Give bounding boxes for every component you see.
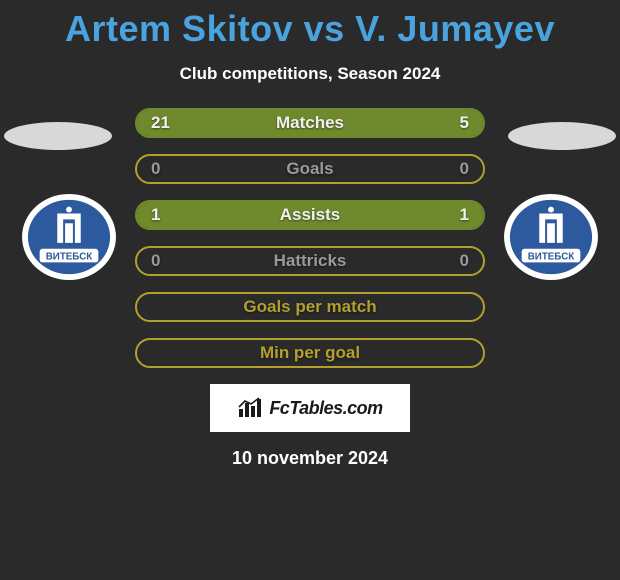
stats-bars: Matches215Goals00Assists11Hattricks00Goa… [135, 108, 485, 368]
svg-text:ВИТЕБСК: ВИТЕБСК [46, 252, 92, 263]
club-crest-right: ВИТЕБСК [502, 192, 600, 282]
stat-value-right: 0 [460, 248, 469, 274]
comparison-content: ВИТЕБСК ВИТЕБСК Matches215Goals00Assists… [0, 108, 620, 469]
stat-value-left: 21 [151, 110, 170, 136]
watermark-icon [237, 397, 263, 419]
stat-row: Assists1 1 [135, 200, 485, 230]
player-left-photo-placeholder [4, 122, 112, 150]
stat-label: Min per goal [137, 340, 483, 366]
stat-label: Matches [137, 110, 483, 136]
subtitle: Club competitions, Season 2024 [0, 64, 620, 84]
stat-value-right: 0 [460, 156, 469, 182]
stat-row: Hattricks0 0 [135, 246, 485, 276]
club-crest-left: ВИТЕБСК [20, 192, 118, 282]
stat-value-left: 1 [151, 202, 160, 228]
page-title: Artem Skitov vs V. Jumayev [0, 0, 620, 50]
stat-value-left: 0 [151, 248, 160, 274]
svg-text:ВИТЕБСК: ВИТЕБСК [528, 252, 574, 263]
stat-label: Goals per match [137, 294, 483, 320]
stat-row: Goals per match [135, 292, 485, 322]
player-right-photo-placeholder [508, 122, 616, 150]
date: 10 november 2024 [0, 448, 620, 469]
stat-value-right: 5 [460, 110, 469, 136]
stat-value-right: 1 [460, 202, 469, 228]
stat-label: Assists [137, 202, 483, 228]
stat-row: Matches21 5 [135, 108, 485, 138]
stat-label: Goals [137, 156, 483, 182]
stat-label: Hattricks [137, 248, 483, 274]
watermark: FcTables.com [210, 384, 410, 432]
watermark-text: FcTables.com [269, 398, 382, 419]
stat-value-left: 0 [151, 156, 160, 182]
stat-row: Goals0 0 [135, 154, 485, 184]
stat-row: Min per goal [135, 338, 485, 368]
